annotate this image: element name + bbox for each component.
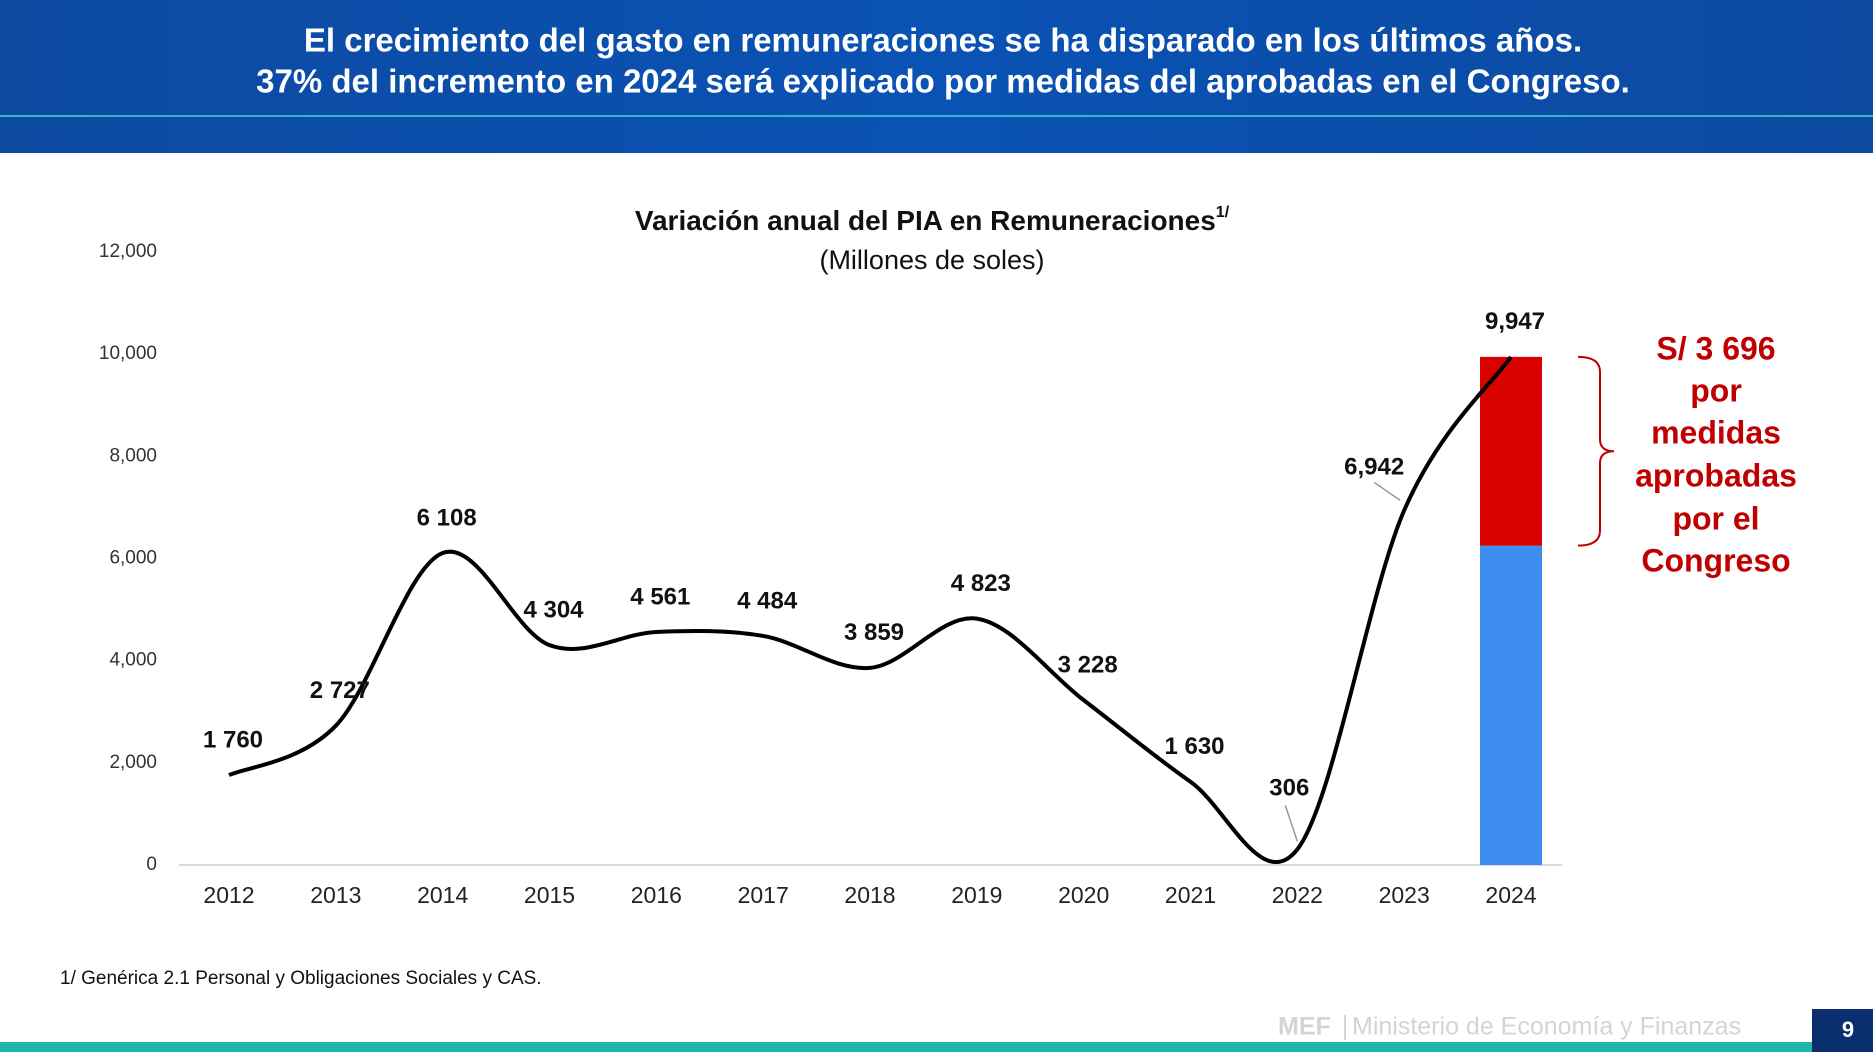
bar-segment: [1480, 356, 1542, 546]
data-label: 4 484: [737, 587, 798, 614]
data-label: 3 859: [844, 619, 904, 646]
footer-strip: [0, 1042, 1873, 1052]
x-tick-label: 2013: [310, 882, 361, 908]
annotation: S/ 3 696: [1656, 330, 1775, 366]
data-label: 4 823: [951, 570, 1011, 597]
x-tick-label: 2024: [1485, 882, 1536, 908]
chart-title-note: 1/: [1216, 204, 1230, 221]
header-title: El crecimiento del gasto en remuneracion…: [304, 22, 1582, 59]
x-tick-label: 2019: [951, 882, 1002, 908]
footnote: 1/ Genérica 2.1 Personal y Obligaciones …: [60, 968, 542, 989]
line: [228, 355, 1513, 865]
header-band: [0, 0, 1873, 153]
x-tick-label: 2021: [1165, 882, 1216, 908]
y-tick-label: 2,000: [109, 752, 157, 773]
x-tick-label: 2017: [738, 882, 789, 908]
data-label: 4 561: [630, 583, 690, 610]
x-tick-label: 2022: [1272, 882, 1323, 908]
data-label: 9,947: [1485, 308, 1545, 335]
footer-ministry: Ministerio de Economía y Finanzas: [1352, 1013, 1741, 1041]
annotation: aprobadas: [1635, 457, 1797, 493]
data-label: 1 630: [1164, 733, 1224, 760]
data-label: 306: [1269, 775, 1309, 802]
data-label: 4 304: [523, 596, 584, 623]
annotation: por el: [1672, 500, 1759, 536]
plot: 0 2,000 4,000 6,000 8,000 10,000 12,000 2012 201…: [99, 241, 1797, 908]
page-number-box: [1812, 1009, 1873, 1052]
header-title: 37% del incremento en 2024 será explicad…: [256, 63, 1630, 100]
x-tick-label: 2012: [203, 882, 254, 908]
x-tick-label: 2014: [417, 882, 468, 908]
x-tick-label: 2020: [1058, 882, 1109, 908]
chart-title: Variación anual del PIA en Remuneracione…: [635, 204, 1230, 236]
annotation: medidas: [1651, 414, 1781, 450]
y-tick-label: 10,000: [99, 343, 157, 364]
x-tick-label: 2023: [1379, 882, 1430, 908]
chart-subtitle: (Millones de soles): [819, 245, 1044, 275]
x-tick-label: 2016: [631, 882, 682, 908]
footer-logo: MEF: [1278, 1013, 1331, 1041]
leader-line: [1284, 805, 1299, 842]
data-label: 2 727: [310, 677, 370, 704]
y-tick-label: 4,000: [109, 650, 157, 671]
y-tick-label: 8,000: [109, 445, 157, 466]
data-label: 6 108: [417, 504, 477, 531]
y-tick-label: 12,000: [99, 241, 157, 262]
data-label: 3 228: [1058, 651, 1118, 678]
data-label: 1 760: [203, 726, 263, 753]
data-label: 6,942: [1344, 454, 1404, 481]
page-number: 9: [1842, 1017, 1854, 1042]
y-tick-label: 0: [146, 854, 157, 875]
leader-line: [1373, 481, 1401, 501]
annotation: Congreso: [1641, 542, 1790, 578]
x-tick-label: 2015: [524, 882, 575, 908]
brace: [1577, 355, 1615, 547]
bar-segment: [1480, 545, 1542, 865]
y-tick-label: 6,000: [109, 548, 157, 569]
x-tick-label: 2018: [844, 882, 895, 908]
annotation: por: [1690, 372, 1742, 408]
chart-title-text: Variación anual del PIA en Remuneracione…: [635, 205, 1216, 236]
